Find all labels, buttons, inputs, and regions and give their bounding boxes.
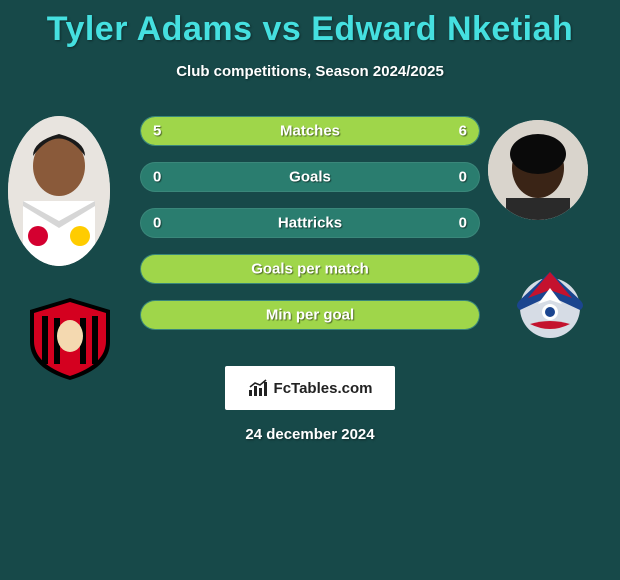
stat-bar-fill-left bbox=[141, 117, 293, 145]
stat-value-right: 0 bbox=[459, 169, 467, 186]
comparison-title: Tyler Adams vs Edward Nketiah bbox=[0, 0, 620, 49]
stat-label: Hattricks bbox=[278, 215, 342, 232]
chart-icon bbox=[248, 379, 270, 397]
player-left-club-logo bbox=[20, 296, 120, 382]
stat-value-right: 0 bbox=[459, 215, 467, 232]
stat-label: Matches bbox=[280, 123, 340, 140]
stat-bar: 0 0 Goals bbox=[140, 162, 480, 192]
stat-value-left: 0 bbox=[153, 215, 161, 232]
watermark-text: FcTables.com bbox=[274, 380, 373, 397]
stat-value-right: 6 bbox=[459, 123, 467, 140]
comparison-subtitle: Club competitions, Season 2024/2025 bbox=[0, 63, 620, 80]
stat-bar: 0 0 Hattricks bbox=[140, 208, 480, 238]
stat-value-left: 5 bbox=[153, 123, 161, 140]
stat-bar: Min per goal bbox=[140, 300, 480, 330]
player-left-photo bbox=[8, 116, 110, 266]
player-right-photo bbox=[488, 120, 588, 220]
stat-bar: 5 6 Matches bbox=[140, 116, 480, 146]
stat-label: Min per goal bbox=[266, 307, 354, 324]
stat-bar: Goals per match bbox=[140, 254, 480, 284]
stat-label: Goals per match bbox=[251, 261, 369, 278]
player-right-club-logo bbox=[500, 256, 600, 340]
stat-value-left: 0 bbox=[153, 169, 161, 186]
stat-bars-container: 5 6 Matches 0 0 Goals 0 0 Hattricks Goals per mat… bbox=[140, 116, 480, 330]
watermark-badge: FcTables.com bbox=[225, 366, 395, 410]
stat-label: Goals bbox=[289, 169, 331, 186]
comparison-body: 5 6 Matches 0 0 Goals 0 0 Hattricks Goals per mat… bbox=[0, 116, 620, 330]
snapshot-date: 24 december 2024 bbox=[0, 426, 620, 443]
